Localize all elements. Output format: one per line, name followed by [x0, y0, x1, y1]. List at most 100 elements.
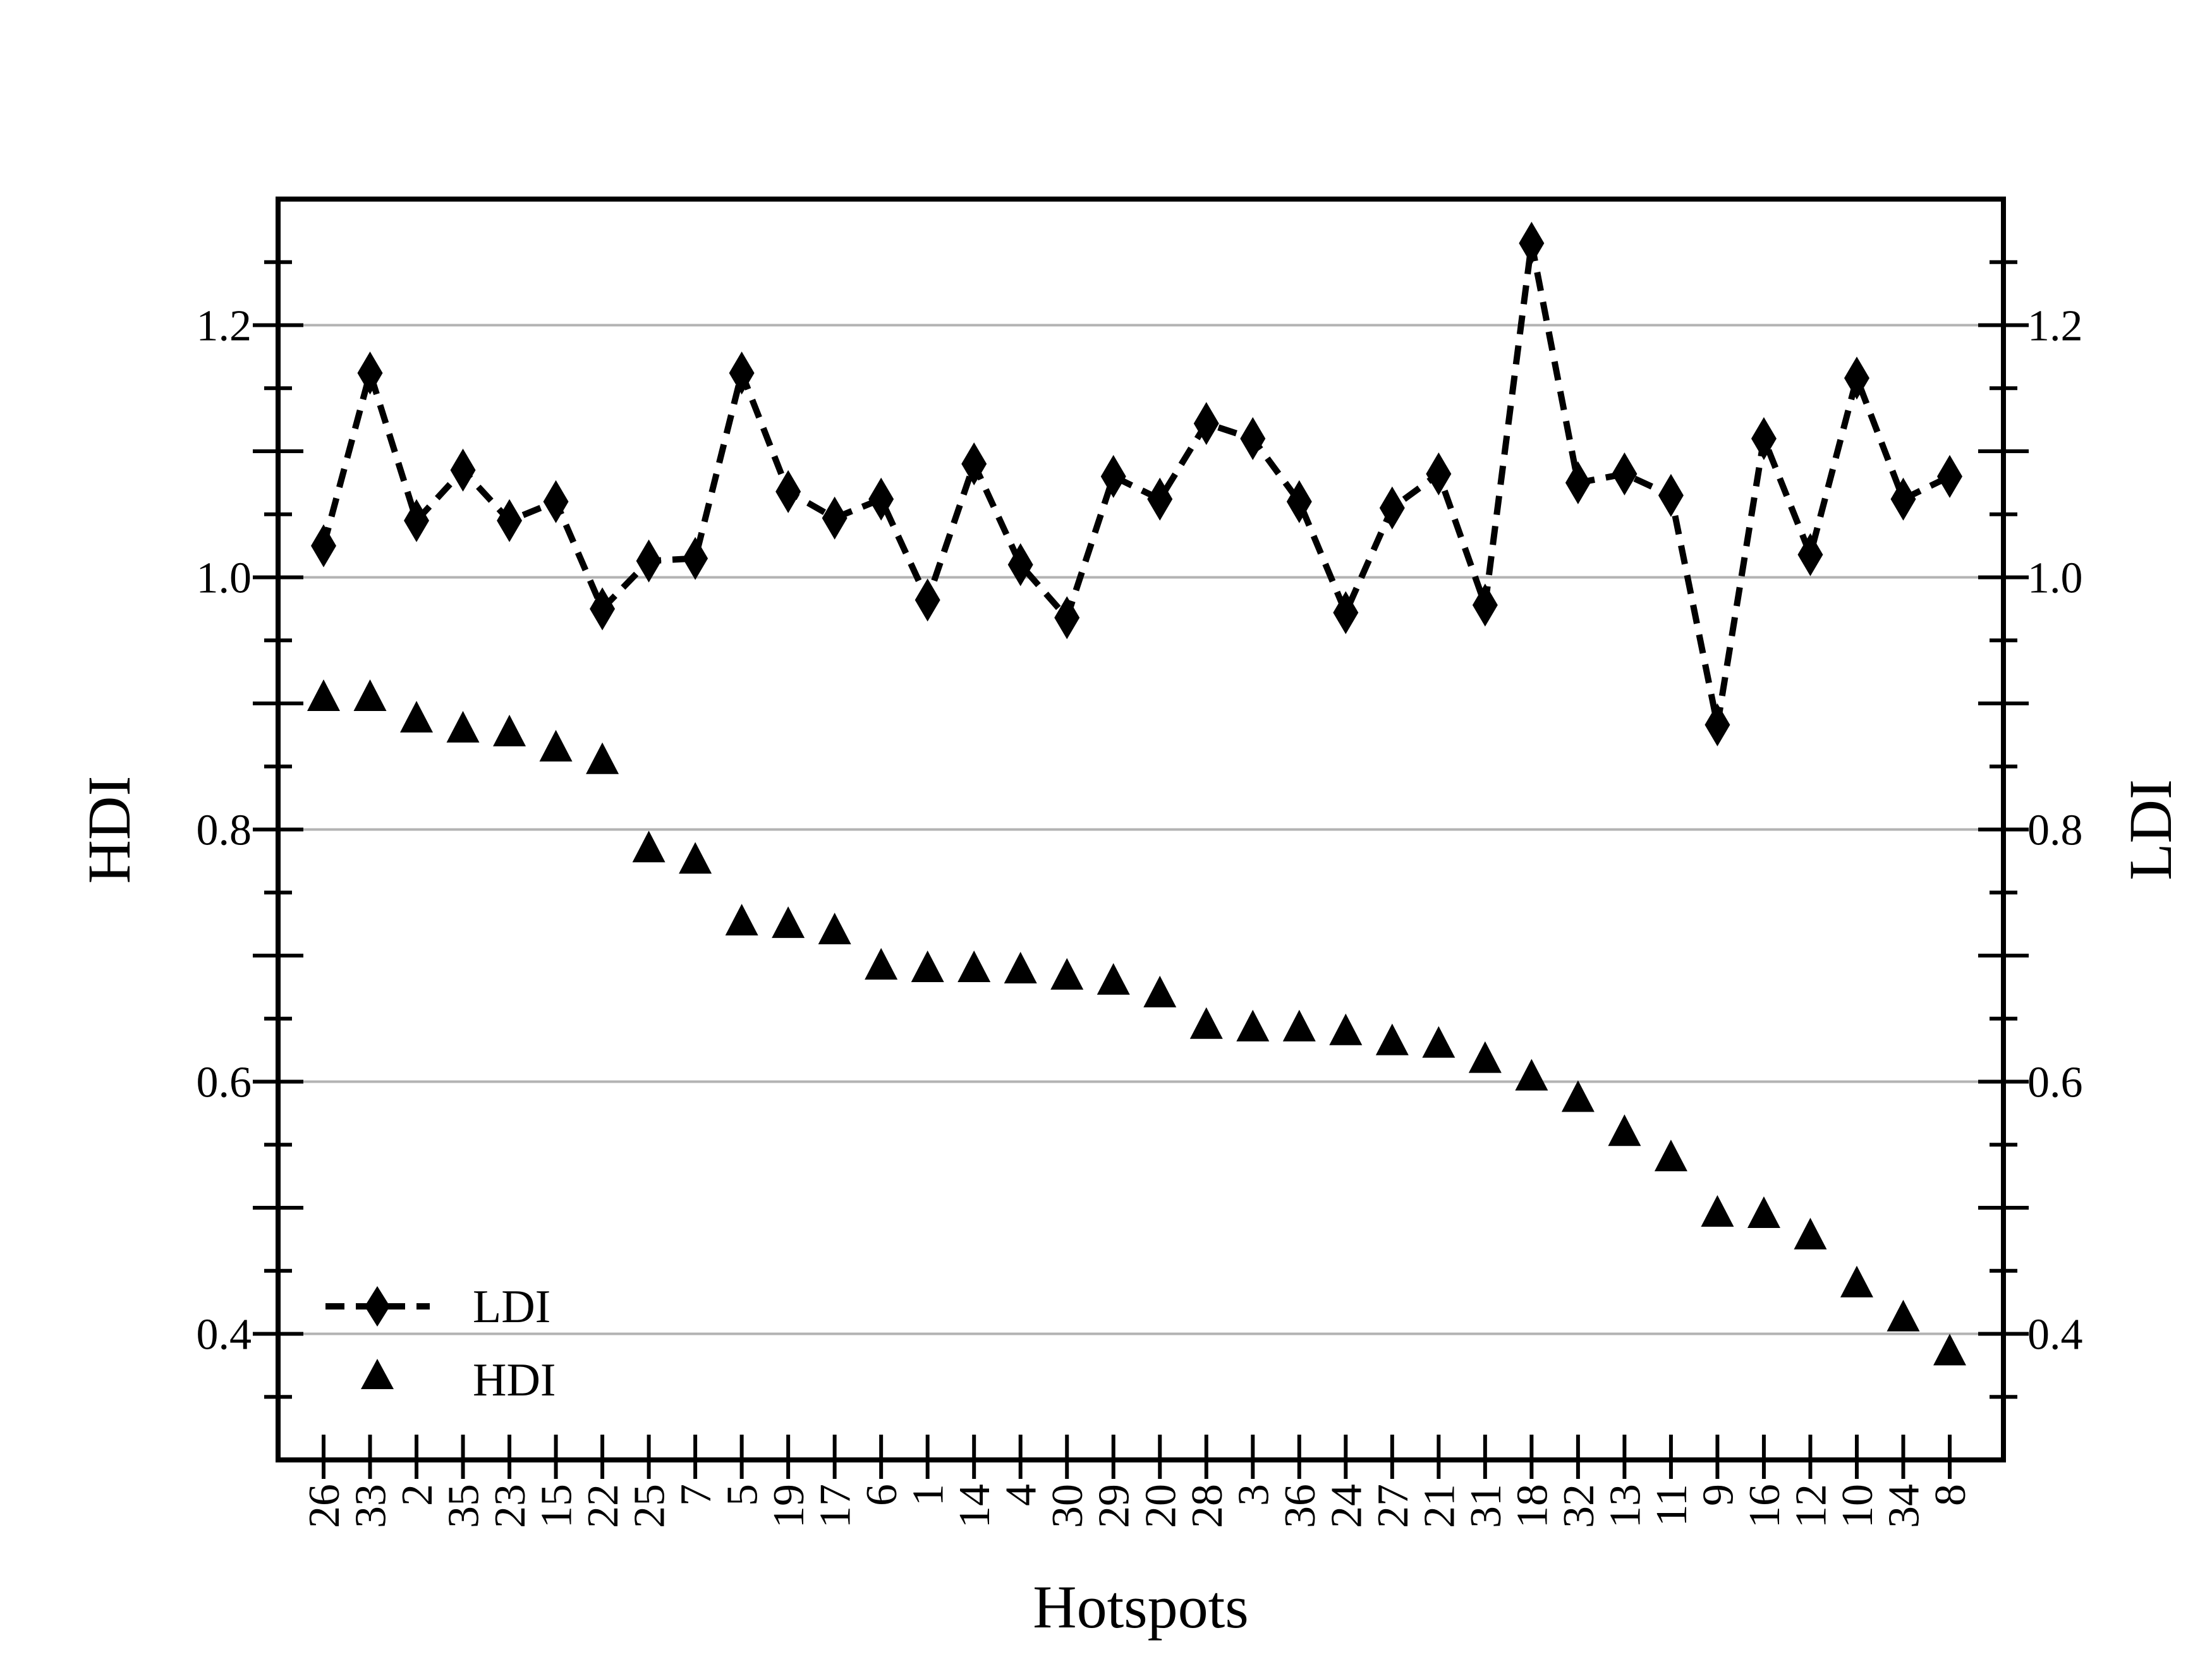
x-tick-label: 12	[1787, 1484, 1835, 1528]
legend-hdi-marker	[361, 1359, 394, 1389]
ldi-point	[1054, 596, 1080, 640]
x-tick-label: 5	[719, 1484, 767, 1506]
x-tick-label: 2	[393, 1484, 442, 1506]
hdi-point	[865, 947, 898, 980]
hdi-point	[1097, 963, 1130, 995]
hdi-point	[1747, 1196, 1780, 1228]
ldi-point	[311, 524, 336, 568]
axis-ticks	[253, 260, 2029, 1479]
y-tick-label-right: 0.8	[2027, 806, 2083, 855]
hdi-point	[1933, 1334, 1966, 1366]
ldi-point	[683, 537, 708, 580]
hdi-point	[1515, 1059, 1548, 1091]
x-tick-label: 9	[1694, 1484, 1742, 1506]
legend-ldi-marker	[365, 1286, 390, 1327]
ldi-point	[775, 470, 801, 513]
ldi-point	[1100, 454, 1126, 498]
x-tick-label: 15	[533, 1484, 581, 1528]
x-tick-label: 30	[1043, 1484, 1092, 1528]
hdi-point	[1050, 957, 1084, 990]
x-tick-label: 11	[1648, 1484, 1696, 1526]
ldi-point	[729, 351, 755, 395]
hdi-point	[1468, 1041, 1502, 1073]
hdi-point	[307, 679, 340, 712]
ldi-point	[1286, 480, 1312, 523]
ldi-point	[1426, 452, 1452, 495]
y-tick-label-left: 0.6	[197, 1059, 252, 1107]
x-tick-label: 23	[486, 1484, 535, 1528]
hdi-point	[586, 742, 619, 774]
left-y-tick-labels: 0.4 0.6 0.8 1.0 1.2	[197, 302, 252, 1359]
hdi-point	[1236, 1009, 1270, 1042]
x-tick-label: 29	[1090, 1484, 1139, 1528]
hdi-point	[1282, 1009, 1316, 1042]
ldi-line	[320, 240, 1952, 728]
ldi-point	[1658, 473, 1684, 517]
x-tick-label: 22	[579, 1484, 628, 1528]
ldi-point	[1240, 417, 1266, 461]
hdi-point	[353, 679, 387, 712]
x-tick-label: 35	[440, 1484, 489, 1528]
ldi-point	[961, 442, 987, 485]
ldi-series	[311, 221, 1962, 746]
hdi-point	[632, 830, 665, 863]
hdi-point	[725, 904, 758, 936]
x-tick-label: 25	[626, 1484, 674, 1528]
hdi-point	[1561, 1080, 1595, 1112]
ldi-point	[868, 477, 894, 521]
x-tick-label: 16	[1741, 1484, 1789, 1528]
grid-lines	[278, 324, 2003, 1335]
ldi-point	[1472, 583, 1498, 627]
ldi-point	[1890, 477, 1916, 521]
hdi-point	[1701, 1194, 1734, 1227]
ldi-point	[636, 539, 662, 583]
x-tick-label: 3	[1229, 1484, 1278, 1506]
hdi-point	[1840, 1265, 1873, 1297]
x-tick-label: 24	[1322, 1484, 1371, 1528]
hdi-point	[493, 714, 526, 746]
hdi-point	[446, 710, 480, 743]
x-tick-label: 8	[1926, 1484, 1975, 1506]
ldi-point	[543, 480, 569, 523]
left-y-axis-title: HDI	[75, 776, 143, 884]
hdi-point	[818, 913, 851, 945]
y-tick-label-left: 1.2	[197, 302, 252, 351]
y-tick-label-right: 1.0	[2027, 554, 2083, 603]
x-tick-label: 32	[1555, 1484, 1603, 1528]
ldi-point	[822, 496, 848, 540]
x-tick-label: 18	[1508, 1484, 1557, 1528]
hdi-point	[1654, 1139, 1687, 1172]
ldi-point	[1007, 543, 1033, 586]
ldi-point	[1565, 461, 1591, 504]
ldi-point	[1379, 486, 1405, 530]
hdi-point	[679, 842, 712, 874]
x-tick-label: 19	[765, 1484, 813, 1528]
right-y-axis-title: LDI	[2117, 779, 2184, 880]
ldi-point	[1751, 417, 1777, 461]
x-axis-title: Hotspots	[1033, 1573, 1248, 1641]
hdi-point	[1004, 951, 1037, 983]
x-tick-label: 6	[858, 1484, 906, 1506]
x-tick-labels: 2633235231522257519176114430292028336242…	[300, 1484, 1975, 1528]
hdi-point	[911, 950, 944, 982]
ldi-point	[1519, 221, 1545, 265]
hdi-point	[957, 950, 991, 982]
ldi-point	[1844, 356, 1869, 400]
x-tick-label: 4	[997, 1484, 1046, 1506]
x-tick-label: 31	[1462, 1484, 1510, 1528]
x-tick-label: 10	[1833, 1484, 1882, 1528]
ldi-point	[590, 587, 616, 631]
ldi-point	[357, 351, 383, 395]
ldi-point	[497, 499, 523, 542]
ldi-point	[1612, 452, 1638, 495]
ldi-point	[1937, 454, 1962, 498]
ldi-point	[1193, 402, 1219, 446]
hdi-point	[1189, 1007, 1223, 1039]
y-tick-label-right: 0.4	[2027, 1311, 2083, 1359]
x-tick-label: 28	[1183, 1484, 1232, 1528]
hdi-point	[1375, 1023, 1409, 1055]
ldi-point	[404, 499, 430, 542]
x-tick-label: 1	[904, 1484, 953, 1506]
legend-hdi-label: HDI	[473, 1354, 556, 1406]
